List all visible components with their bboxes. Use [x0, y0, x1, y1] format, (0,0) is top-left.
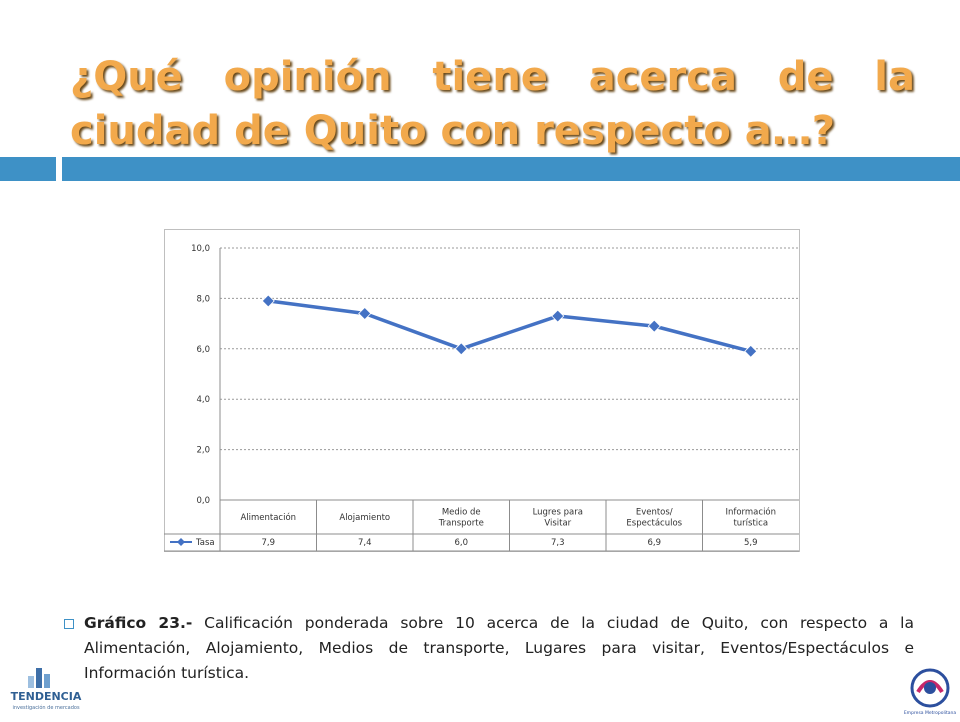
- category-label: Alojamiento: [339, 513, 390, 523]
- y-tick-label: 8,0: [196, 294, 210, 304]
- category-label: Lugres para: [533, 508, 583, 518]
- data-point: [358, 306, 372, 321]
- accent-square: [0, 157, 56, 181]
- data-point: [551, 309, 565, 323]
- category-label: Transporte: [438, 519, 484, 529]
- category-label: Visitar: [544, 519, 571, 529]
- y-tick-label: 0,0: [196, 496, 210, 506]
- caption-label: Gráfico 23.-: [84, 614, 193, 632]
- data-table-value: 6,0: [454, 538, 468, 548]
- y-tick-label: 6,0: [196, 345, 210, 355]
- quito-turismo-logo: Empresa Metropolitana: [904, 666, 956, 718]
- category-label: Eventos/: [636, 508, 673, 518]
- data-point: [261, 294, 275, 308]
- data-point: [647, 319, 661, 333]
- slide-title: ¿Qué opinión tiene acerca de la ciudad d…: [70, 54, 915, 154]
- series-line: [268, 299, 752, 354]
- category-label: Alimentación: [240, 512, 296, 523]
- svg-text:Empresa Metropolitana: Empresa Metropolitana: [904, 710, 956, 716]
- tendencia-logo: TENDENCIA investigación de mercados: [4, 664, 88, 714]
- line-chart: 0,0 2,0 4,0 6,0 8,0 10,0 Alimentación Alojamien…: [164, 229, 800, 552]
- chart-border: [164, 229, 800, 552]
- bullet-icon: [64, 619, 74, 629]
- accent-bar: [62, 157, 960, 181]
- legend-label: Tasa: [195, 538, 215, 548]
- tendencia-logo-tagline: investigación de mercados: [12, 704, 80, 711]
- caption-text: Calificación ponderada sobre 10 acerca d…: [84, 614, 914, 682]
- category-label: turística: [733, 519, 768, 529]
- category-label: Medio de: [442, 508, 481, 518]
- chart-caption: Gráfico 23.- Calificación ponderada sobr…: [64, 611, 914, 686]
- y-tick-label: 10,0: [191, 244, 210, 254]
- y-tick-label: 4,0: [196, 395, 210, 405]
- data-table-value: 5,9: [744, 538, 758, 548]
- data-table-value: 7,3: [551, 538, 565, 548]
- y-tick-label: 2,0: [196, 446, 210, 456]
- data-table-value: 6,9: [647, 538, 661, 548]
- data-point: [744, 344, 758, 358]
- data-table-value: 7,9: [261, 538, 275, 548]
- chart-container: 0,0 2,0 4,0 6,0 8,0 10,0 Alimentación Alojamien…: [164, 229, 800, 552]
- data-point: [454, 342, 468, 356]
- legend-marker: [177, 538, 185, 546]
- data-table-value: 7,4: [358, 538, 372, 548]
- tendencia-logo-name: TENDENCIA: [11, 690, 82, 703]
- category-label: Espectáculos: [626, 519, 682, 529]
- category-label: Información: [725, 507, 776, 518]
